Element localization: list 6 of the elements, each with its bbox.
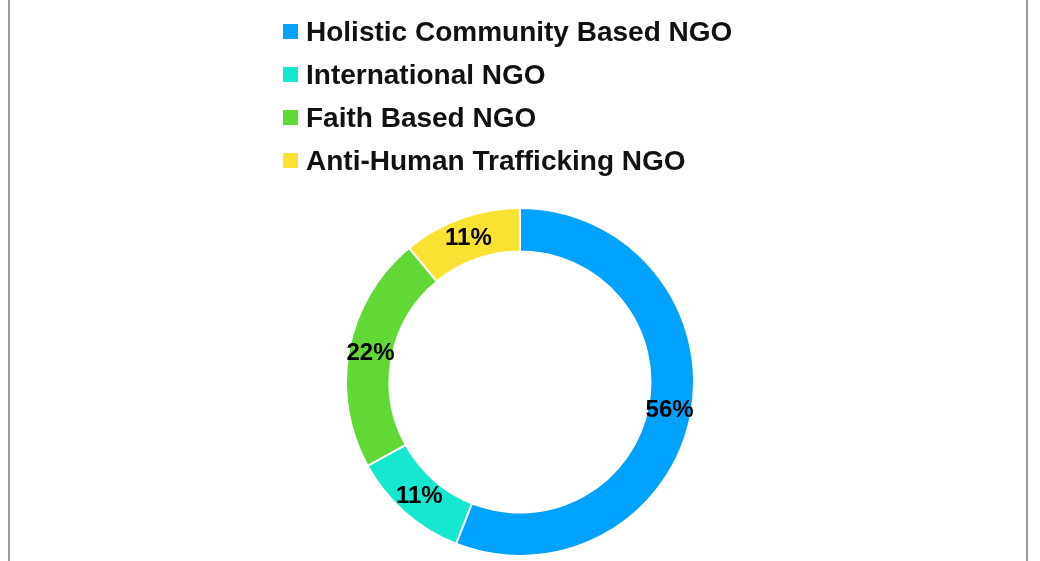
data-label: 11%: [445, 223, 492, 251]
data-label: 11%: [395, 480, 443, 508]
legend-label: Anti-Human Trafficking NGO: [306, 144, 686, 177]
legend-label: Holistic Community Based NGO: [306, 15, 733, 48]
legend-label: Faith Based NGO: [306, 101, 537, 134]
legend-label: International NGO: [306, 58, 546, 91]
